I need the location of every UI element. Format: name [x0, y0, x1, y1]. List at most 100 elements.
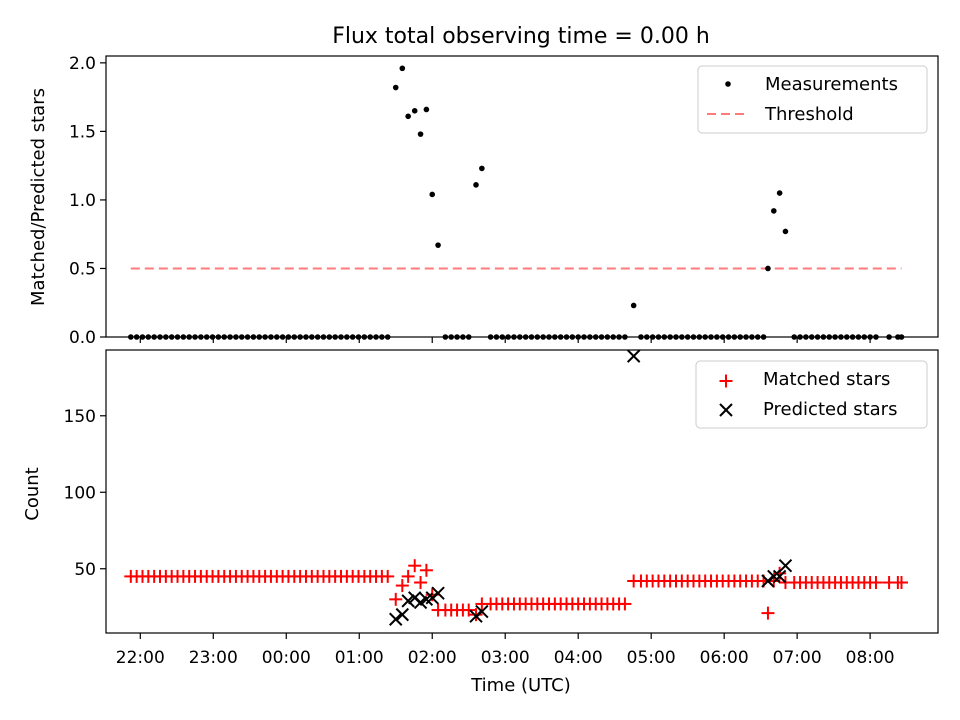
measurement-point: [743, 334, 749, 340]
measurement-point: [575, 334, 581, 340]
predicted-star-marker: [401, 594, 415, 608]
matched-star-marker: [462, 603, 476, 617]
measurement-point: [209, 334, 216, 340]
measurement-point: [435, 242, 441, 248]
measurement-point: [563, 334, 570, 340]
measurement-point: [361, 334, 368, 340]
measurement-point: [765, 265, 771, 272]
measurement-point: [151, 334, 157, 340]
measurement-point: [649, 334, 656, 340]
measurement-point: [320, 334, 327, 340]
predicted-star-marker: [778, 558, 793, 573]
measurement-point: [708, 334, 714, 340]
ratio-y-axis: 0.0 0.5 1.0 1.5 2.0: [69, 54, 106, 348]
measurement-point: [592, 334, 599, 340]
measurement-point: [843, 334, 850, 340]
measurement-point: [392, 84, 399, 91]
measurement-point: [499, 334, 506, 340]
measurement-point: [797, 334, 803, 340]
measurement-point: [522, 334, 529, 340]
measurement-point: [268, 334, 274, 340]
measurement-point: [338, 334, 344, 340]
count-y-axis-label: Count: [22, 467, 43, 520]
measurement-point: [540, 334, 546, 340]
measurement-point: [417, 131, 424, 137]
count-y-tick-label: 100: [64, 483, 96, 503]
predicted-star-marker-b: [431, 586, 445, 600]
time-x-tick-label: 23:00: [189, 648, 238, 668]
measurement-point: [552, 334, 558, 340]
matched-star-marker: [761, 606, 775, 620]
measurement-point: [719, 334, 726, 340]
measurement-point: [867, 334, 873, 340]
measurement-point: [487, 334, 494, 340]
predicted-star-marker-b: [778, 558, 793, 573]
measurement-point: [873, 334, 879, 340]
measurement-point: [373, 334, 379, 340]
measurement-point: [285, 334, 292, 340]
measurement-point: [770, 208, 777, 214]
measurement-point: [442, 334, 449, 340]
legend-measurements-label: Measurements: [765, 74, 898, 95]
measurement-point: [610, 334, 617, 340]
measurement-point: [157, 334, 163, 340]
matched-star-marker: [469, 608, 483, 622]
measurement-point: [855, 334, 862, 340]
matched-star-marker: [381, 569, 395, 583]
ratio-y-tick-label: 2.0: [69, 54, 96, 74]
measurement-point: [826, 334, 833, 340]
time-x-tick-label: 04:00: [554, 648, 603, 668]
measurement-point: [203, 334, 210, 340]
measurement-point: [546, 334, 552, 340]
time-x-tick-label: 01:00: [335, 648, 384, 668]
measurement-point: [273, 334, 280, 340]
predicted-star-marker: [767, 569, 781, 584]
predicted-star-marker-b: [475, 604, 489, 619]
measurement-point: [667, 334, 673, 340]
measurement-point: [725, 334, 732, 340]
measurement-point: [616, 334, 622, 340]
measurement-point: [673, 334, 679, 340]
measurement-point: [791, 334, 798, 340]
measurement-point: [221, 334, 228, 340]
ratio-legend-box: [697, 65, 928, 134]
measurement-point: [886, 334, 892, 340]
measurement-point: [227, 334, 233, 340]
predicted-star-marker: [772, 569, 787, 584]
ratio-y-tick-label: 0.0: [69, 328, 96, 348]
legend-matched-label: Matched stars: [763, 369, 890, 390]
time-x-tick-label: 00:00: [262, 648, 311, 668]
matched-star-marker: [618, 597, 632, 611]
measurement-point: [690, 334, 697, 340]
measurement-point: [303, 334, 309, 340]
measurement-point: [145, 334, 152, 340]
measurement-point: [411, 108, 418, 114]
measurement-point: [820, 334, 827, 340]
measurement-point: [454, 334, 460, 340]
measurement-point: [384, 334, 391, 340]
measurement-point: [344, 334, 350, 340]
count-y-tick-label: 50: [74, 560, 96, 580]
measurement-point: [215, 334, 222, 340]
count-panel: 50 100 150 22:00 23:00 00:00 01:00 02:00 03:00 0…: [22, 349, 939, 696]
measurement-point: [557, 334, 564, 340]
measurement-point: [838, 334, 844, 340]
measurement-point: [465, 334, 472, 340]
measurement-point: [714, 334, 720, 340]
ratio-y-tick-label: 0.5: [69, 259, 96, 279]
predicted-star-marker: [395, 607, 410, 622]
count-legend: Matched stars Predicted stars: [695, 360, 928, 429]
measurement-point: [776, 190, 783, 196]
measurement-point: [448, 334, 455, 340]
measurement-point: [493, 334, 500, 340]
measurement-point: [679, 334, 685, 340]
measurement-point: [133, 334, 140, 340]
measurement-point: [604, 334, 611, 340]
measurement-point: [309, 334, 315, 340]
measurement-point: [139, 334, 146, 340]
legend-predicted-marker: [719, 403, 733, 417]
measurement-point: [808, 334, 815, 340]
measurement-point: [332, 334, 338, 340]
measurement-point: [684, 334, 691, 340]
